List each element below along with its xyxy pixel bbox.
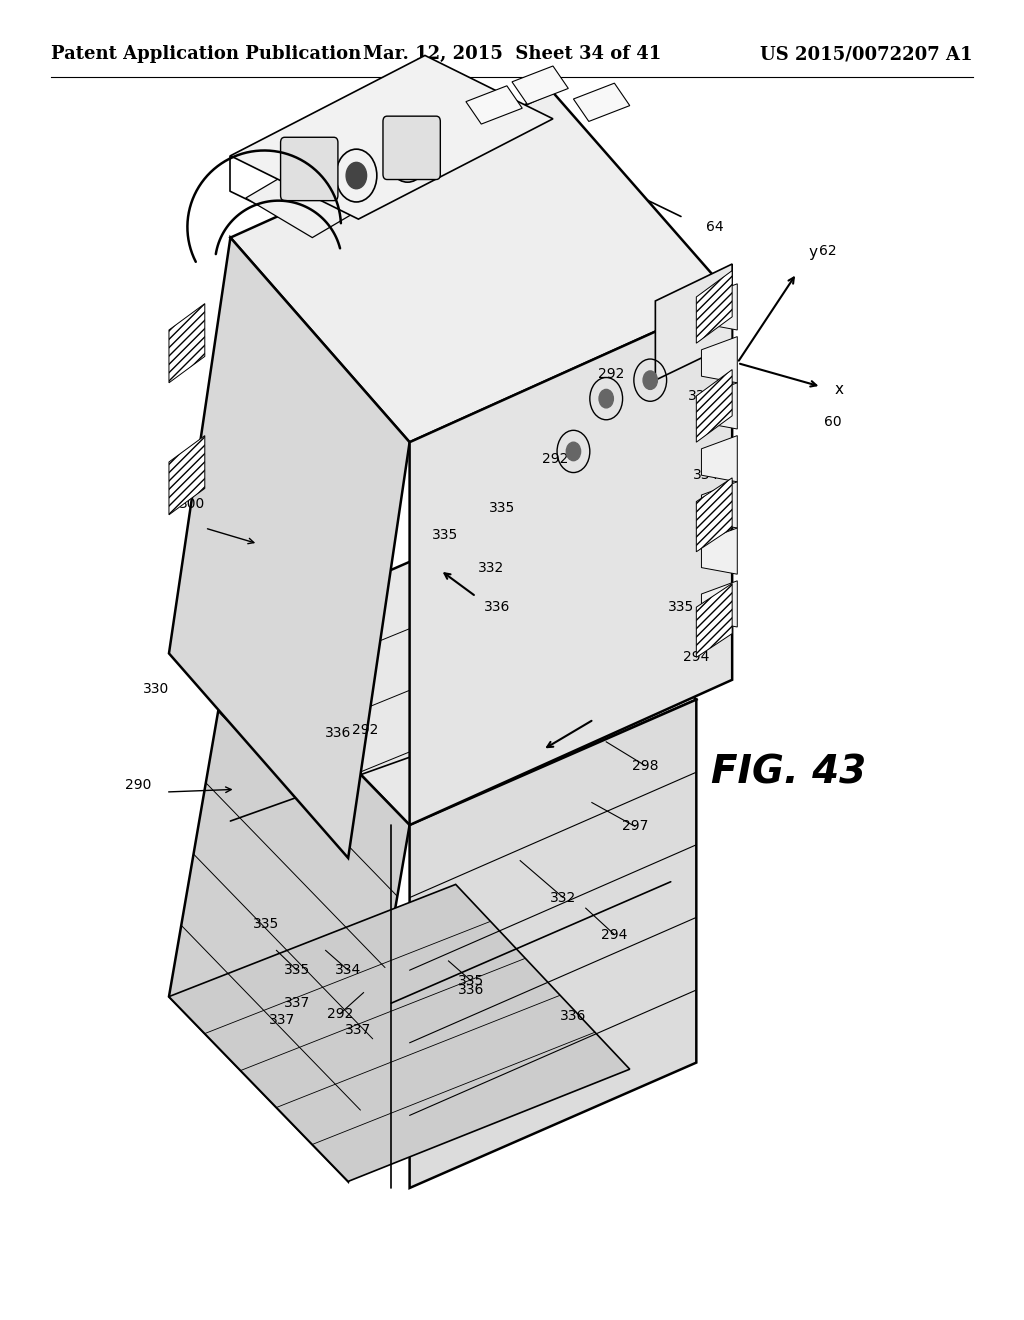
Text: 336: 336 [458,983,484,997]
Text: 292: 292 [598,367,625,380]
Text: 336: 336 [325,726,351,739]
Polygon shape [169,238,410,858]
Polygon shape [230,55,553,219]
Text: FIG. 43: FIG. 43 [711,754,866,791]
Text: 330: 330 [142,682,169,696]
Polygon shape [246,156,384,238]
Text: 294: 294 [683,651,710,664]
Text: 290: 290 [125,779,152,792]
Text: y: y [809,246,818,260]
Text: 335: 335 [488,502,515,515]
Polygon shape [701,383,737,429]
Text: 334: 334 [335,964,361,977]
FancyBboxPatch shape [281,137,338,201]
Text: x: x [835,381,844,397]
Text: 292: 292 [327,1007,353,1020]
Text: 300: 300 [179,498,206,511]
Polygon shape [573,83,630,121]
Circle shape [599,389,613,408]
Polygon shape [701,436,737,482]
Polygon shape [169,640,410,1181]
Polygon shape [410,297,732,825]
Text: 336: 336 [483,601,510,614]
Polygon shape [696,370,732,442]
Polygon shape [169,436,205,515]
FancyBboxPatch shape [383,116,440,180]
Polygon shape [701,581,737,627]
Polygon shape [696,583,732,657]
Text: 337: 337 [284,997,310,1010]
Polygon shape [169,884,630,1181]
Text: 294: 294 [601,928,628,941]
Text: 64: 64 [706,220,724,234]
Polygon shape [169,304,205,383]
Text: 335: 335 [284,964,310,977]
Circle shape [643,371,657,389]
Polygon shape [317,115,458,195]
Text: 337: 337 [345,1023,372,1036]
Text: Patent Application Publication: Patent Application Publication [51,45,361,63]
Text: 62: 62 [819,244,837,257]
Text: 298: 298 [632,759,658,772]
Text: z: z [674,240,682,255]
Text: 334: 334 [688,389,715,403]
Text: 332: 332 [478,561,505,574]
Polygon shape [696,478,732,552]
Circle shape [346,162,367,189]
Text: US 2015/0072207 A1: US 2015/0072207 A1 [760,45,973,63]
Text: 334: 334 [693,469,720,482]
Text: 337: 337 [268,1014,295,1027]
Polygon shape [230,92,732,442]
Text: 335: 335 [432,528,459,541]
Circle shape [397,143,418,169]
Text: 292: 292 [352,723,379,737]
Polygon shape [466,86,522,124]
Polygon shape [701,528,737,574]
Text: 336: 336 [560,1010,587,1023]
Text: 335: 335 [668,601,694,614]
Text: 335: 335 [253,917,280,931]
Text: 332: 332 [550,891,577,904]
Text: 60: 60 [824,416,842,429]
Polygon shape [512,66,568,104]
Polygon shape [701,337,737,383]
Polygon shape [230,515,696,825]
Text: Mar. 12, 2015  Sheet 34 of 41: Mar. 12, 2015 Sheet 34 of 41 [362,45,662,63]
Polygon shape [410,700,696,1188]
Text: 292: 292 [542,453,568,466]
Text: 335: 335 [458,974,484,987]
Polygon shape [696,271,732,343]
Text: 297: 297 [622,820,648,833]
Polygon shape [655,264,732,380]
Polygon shape [701,482,737,528]
Polygon shape [701,284,737,330]
Circle shape [566,442,581,461]
